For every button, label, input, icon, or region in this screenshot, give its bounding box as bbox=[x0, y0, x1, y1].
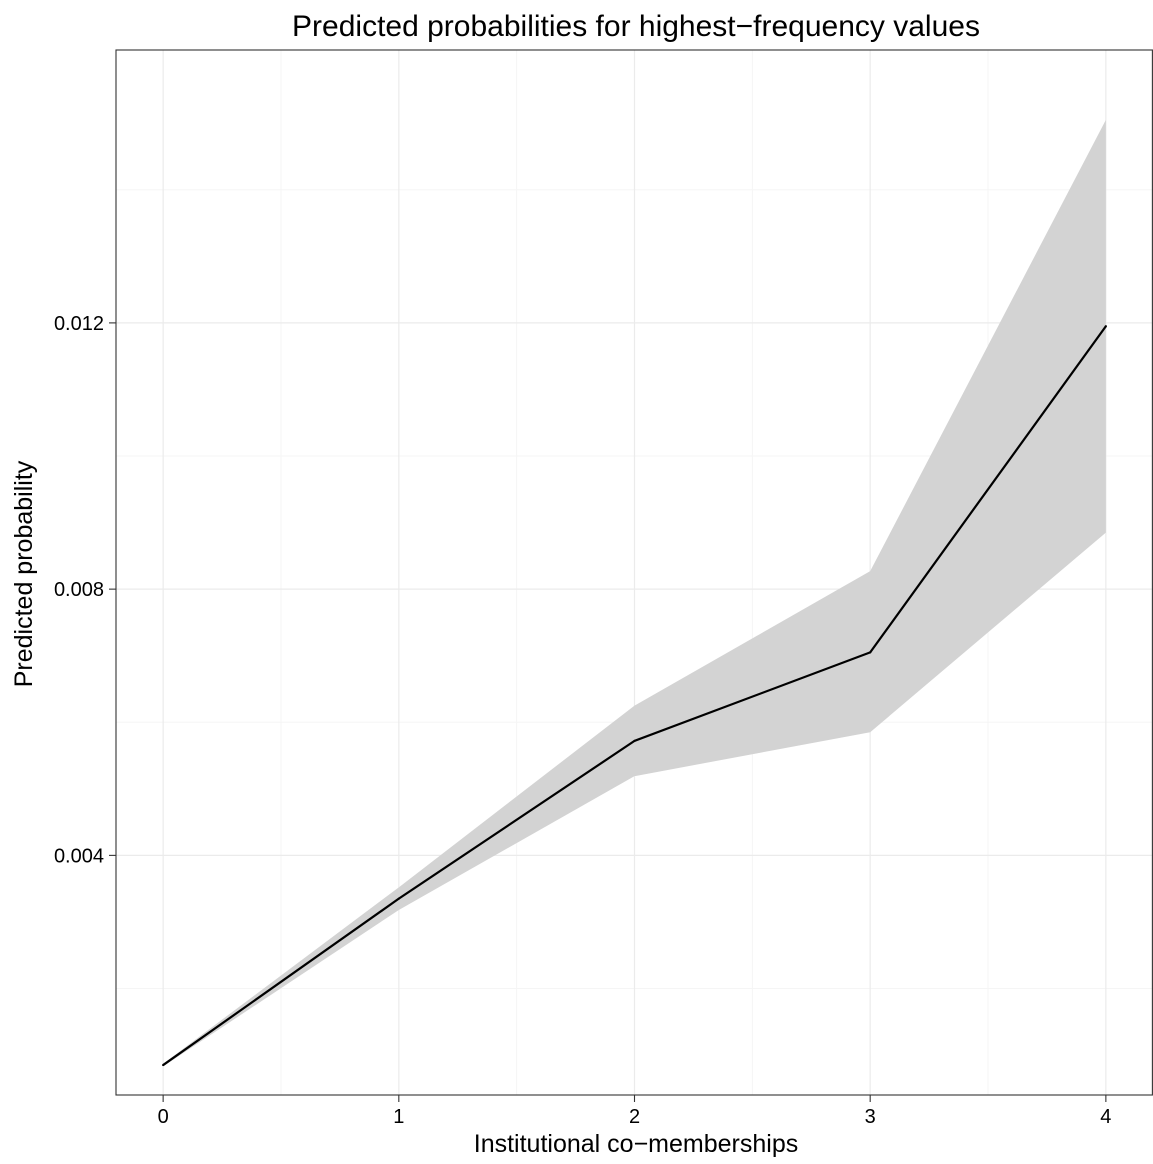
data-point bbox=[397, 897, 400, 900]
data-point bbox=[1104, 325, 1107, 328]
x-axis-title: Institutional co−memberships bbox=[474, 1130, 798, 1158]
chart-title: Predicted probabilities for highest−freq… bbox=[292, 10, 980, 43]
y-tick-label: 0.012 bbox=[54, 313, 104, 335]
x-tick-label: 2 bbox=[629, 1106, 640, 1128]
x-tick-label: 0 bbox=[158, 1106, 169, 1128]
data-point bbox=[633, 739, 636, 742]
y-axis: 0.004 0.008 0.012 bbox=[54, 313, 116, 867]
x-axis: 0 1 2 3 4 bbox=[158, 1095, 1111, 1128]
data-point bbox=[869, 651, 872, 654]
confidence-ribbon bbox=[163, 119, 1106, 1067]
y-tick-label: 0.004 bbox=[54, 845, 104, 867]
data-point bbox=[162, 1063, 165, 1067]
x-tick-label: 1 bbox=[393, 1106, 404, 1128]
plot-panel bbox=[115, 49, 1153, 1096]
y-tick-label: 0.008 bbox=[54, 579, 104, 601]
series-points bbox=[162, 325, 1107, 1067]
x-tick-label: 4 bbox=[1100, 1106, 1111, 1128]
y-axis-title: Predicted probability bbox=[10, 460, 38, 687]
x-tick-label: 3 bbox=[865, 1106, 876, 1128]
